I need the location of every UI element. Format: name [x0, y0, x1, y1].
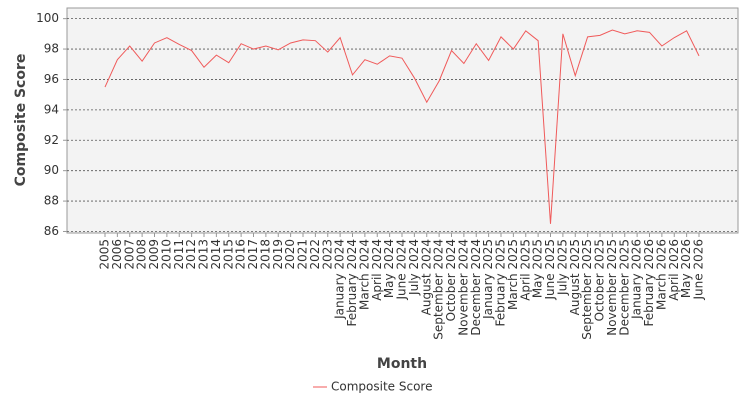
- y-tick-label: 96: [44, 72, 59, 86]
- x-tick-label: May 2026: [679, 239, 693, 298]
- y-tick-label: 92: [44, 133, 59, 147]
- x-tick-label: 2021: [296, 239, 310, 270]
- x-tick-label: March 2024: [357, 239, 371, 310]
- x-tick-label: March 2026: [654, 239, 668, 310]
- x-tick-label: April 2026: [667, 239, 681, 301]
- x-tick-label: May 2024: [382, 239, 396, 298]
- x-tick-label: September 2025: [580, 239, 594, 340]
- x-tick-label: February 2026: [642, 239, 656, 327]
- x-tick-label: 2017: [246, 239, 260, 270]
- y-tick-label: 86: [44, 224, 59, 238]
- x-tick-label: 2007: [122, 239, 136, 270]
- x-tick-label: 2022: [308, 239, 322, 270]
- x-tick-label: 2005: [98, 239, 112, 270]
- x-tick-label: August 2024: [419, 239, 433, 315]
- x-tick-label: November 2025: [605, 239, 619, 336]
- x-tick-label: 2013: [197, 239, 211, 270]
- x-tick-label: 2012: [184, 239, 198, 270]
- x-tick-label: 2008: [135, 239, 149, 270]
- x-tick-label: 2019: [271, 239, 285, 270]
- x-tick-label: 2011: [172, 239, 186, 270]
- x-tick-label: September 2024: [432, 239, 446, 340]
- x-tick-label: December 2024: [469, 239, 483, 336]
- x-tick-label: May 2025: [531, 239, 545, 298]
- y-tick-label: 100: [36, 11, 59, 25]
- x-tick-label: March 2025: [506, 239, 520, 310]
- x-tick-label: 2015: [221, 239, 235, 270]
- data-line: [104, 29, 700, 224]
- x-tick-label: July 2024: [407, 239, 421, 296]
- x-tick-label: 2010: [159, 239, 173, 270]
- plot-area: [66, 7, 739, 234]
- x-tick-label: June 2026: [692, 239, 706, 301]
- x-tick-label: January 2026: [630, 239, 644, 320]
- x-tick-label: November 2024: [456, 239, 470, 336]
- x-tick-label: February 2025: [494, 239, 508, 327]
- x-tick-label: December 2025: [617, 239, 631, 336]
- x-tick-label: 2020: [283, 239, 297, 270]
- x-tick-label: June 2024: [395, 239, 409, 301]
- x-tick-label: 2018: [258, 239, 272, 270]
- x-tick-label: July 2025: [555, 239, 569, 296]
- y-axis-title: Composite Score: [13, 54, 29, 187]
- legend-label: Composite Score: [331, 380, 432, 394]
- x-tick-label: February 2024: [345, 239, 359, 327]
- x-tick-label: 2006: [110, 239, 124, 270]
- x-tick-label: October 2025: [593, 239, 607, 321]
- x-tick-label: 2009: [147, 239, 161, 270]
- x-tick-label: 2016: [234, 239, 248, 270]
- x-tick-label: January 2024: [333, 239, 347, 320]
- x-tick-label: 2023: [320, 239, 334, 270]
- y-tick-label: 88: [44, 194, 59, 208]
- x-tick-label: October 2024: [444, 239, 458, 321]
- x-tick-label: August 2025: [568, 239, 582, 315]
- y-tick-label: 94: [44, 102, 59, 116]
- x-tick-label: January 2025: [481, 239, 495, 320]
- y-tick-label: 98: [44, 42, 59, 56]
- y-tick-label: 90: [44, 163, 59, 177]
- x-axis-title: Month: [377, 356, 427, 372]
- x-tick-label: 2014: [209, 239, 223, 270]
- x-tick-label: April 2025: [518, 239, 532, 301]
- x-tick-label: April 2024: [370, 239, 384, 301]
- x-tick-label: June 2025: [543, 239, 557, 301]
